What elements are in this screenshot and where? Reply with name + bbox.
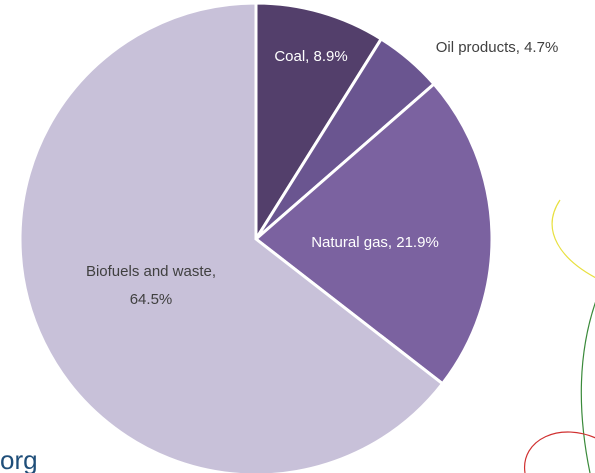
background-text: org (0, 445, 38, 473)
data-label: Oil products, 4.7% (436, 39, 559, 56)
decor-curve (524, 431, 595, 473)
pie-slice (254, 1, 384, 245)
decor-curve (580, 301, 595, 473)
pie-slice (253, 81, 494, 386)
data-label: Natural gas, 21.9% (311, 234, 439, 251)
data-label: 64.5% (130, 291, 173, 308)
decor-curve (551, 199, 595, 278)
pie-slice (18, 1, 445, 473)
data-label: Biofuels and waste, (86, 263, 216, 280)
data-label: Coal, 8.9% (274, 48, 347, 65)
